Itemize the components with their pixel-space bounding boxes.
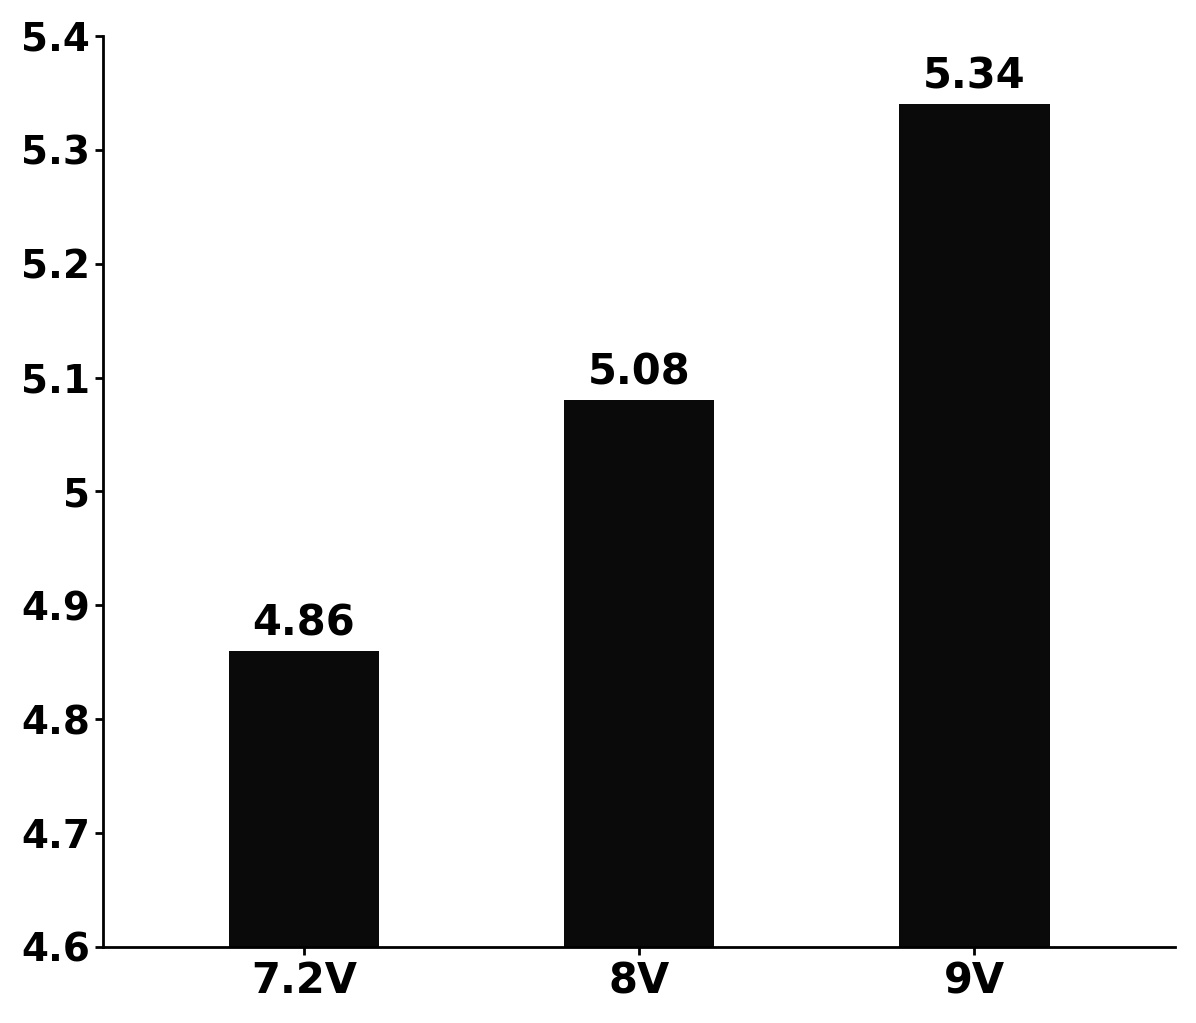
Text: 5.34: 5.34 [923,55,1025,97]
Bar [563,400,714,947]
Bar [898,104,1050,947]
Text: 4.86: 4.86 [252,602,355,644]
Bar [228,651,379,947]
Text: 5.08: 5.08 [587,352,690,394]
